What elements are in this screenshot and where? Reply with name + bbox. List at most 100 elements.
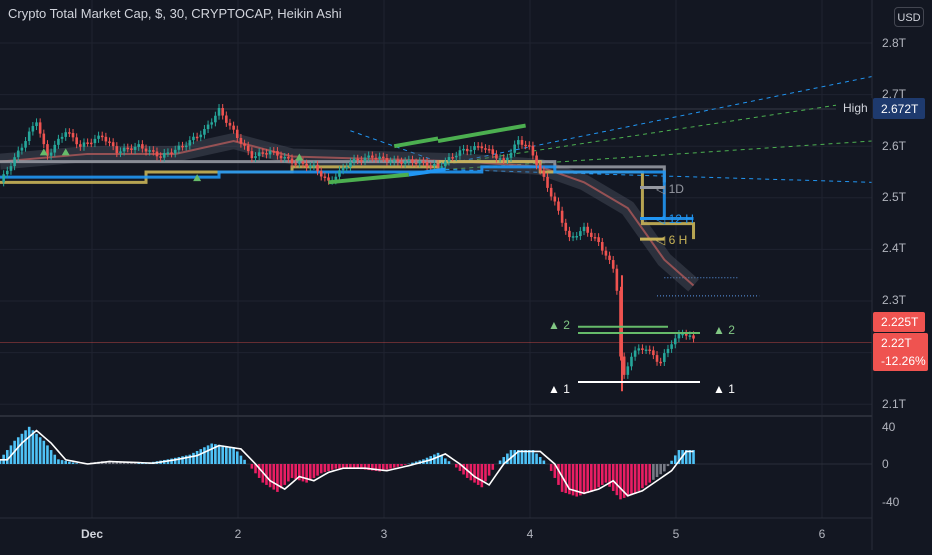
oscillator-bar [72, 462, 75, 464]
osc-tick: -40 [882, 495, 900, 509]
oscillator-bar [543, 461, 546, 464]
oscillator-bar [269, 464, 272, 487]
candle-body [488, 149, 491, 151]
candle-body [229, 123, 232, 126]
price-tick: 2.6T [882, 139, 907, 153]
candle-body [294, 163, 297, 165]
last-change: -12.26% [881, 354, 926, 368]
candle-body [645, 350, 648, 352]
candle-body [528, 145, 531, 147]
oscillator-bar [674, 455, 677, 464]
candle-body [608, 256, 611, 260]
oscillator-bar [444, 458, 447, 464]
candle-body [269, 151, 272, 154]
candle-body [579, 231, 582, 236]
oscillator-axis[interactable]: 40 0 -40 [882, 420, 900, 509]
oscillator-bar [404, 464, 407, 465]
oscillator-bar [583, 464, 586, 494]
candle-body [112, 142, 115, 146]
candle-body [324, 177, 327, 179]
price-tick: 2.8T [882, 36, 907, 50]
candle-body [218, 108, 221, 116]
oscillator-bar [634, 464, 637, 494]
candle-body [163, 153, 166, 158]
oscillator-bar [324, 464, 327, 472]
oscillator-bar [670, 461, 673, 464]
candle-body [68, 132, 71, 134]
candle-body [199, 135, 202, 137]
candle-body [39, 122, 42, 133]
candle-body [57, 139, 60, 145]
candle-body [86, 142, 89, 144]
trend-stroke [394, 138, 438, 146]
candle-body [597, 237, 600, 242]
candle-body [251, 151, 254, 158]
oscillator-bar [440, 456, 443, 464]
trend-stroke [409, 169, 446, 174]
oscillator-bar [539, 457, 542, 464]
candle-body [437, 164, 440, 166]
currency-button[interactable]: USD [894, 7, 924, 27]
candle-body [174, 150, 177, 154]
oscillator-bar [291, 464, 294, 478]
candle-body [123, 148, 126, 152]
candle-body [678, 334, 681, 338]
candle-body [236, 130, 239, 138]
oscillator-bar [641, 464, 644, 488]
candle-body [444, 162, 447, 167]
candle-body [568, 231, 571, 237]
oscillator-bar [309, 464, 312, 480]
mark-price: 2.225T [881, 315, 919, 329]
candle-body [532, 146, 535, 156]
candle-body [64, 132, 67, 137]
candle-body [612, 260, 615, 269]
candle-body [90, 143, 93, 145]
candle-body [349, 162, 352, 167]
oscillator-bar [473, 464, 476, 483]
candle-body [83, 142, 86, 146]
candle-body [433, 164, 436, 166]
oscillator-bar [280, 464, 283, 488]
candle-body [411, 160, 414, 163]
oscillator-bar [601, 464, 604, 485]
candle-body [652, 350, 655, 355]
price-axis[interactable]: 2.8T 2.7T 2.6T 2.5T 2.4T 2.3T 2.1T High … [836, 36, 928, 411]
candle-body [382, 157, 385, 159]
oscillator-bar [199, 449, 202, 464]
candle-body [232, 126, 235, 130]
candle-body [418, 161, 421, 163]
oscillator-bar [64, 461, 67, 464]
candle-body [214, 116, 217, 123]
candle-body [28, 132, 31, 141]
candle-body [378, 157, 381, 159]
candle-body [674, 338, 677, 344]
candle-body [462, 149, 465, 151]
candle-body [105, 137, 108, 142]
candle-body [440, 166, 443, 168]
candle-body [10, 166, 13, 171]
oscillator-bar [659, 464, 662, 474]
candle-body [375, 158, 378, 160]
candle-body [605, 251, 608, 256]
candle-body [685, 334, 688, 336]
candle-body [656, 355, 659, 362]
oscillator-bar [327, 464, 330, 471]
oscillator-bar [386, 464, 389, 470]
candle-body [513, 145, 516, 153]
candle-body [276, 151, 279, 156]
candle-body [623, 357, 626, 375]
candle-body [192, 137, 195, 140]
level-label-1d: ◁ 1D [656, 182, 684, 196]
time-axis[interactable]: Dec 2 3 4 5 6 [81, 527, 826, 541]
oscillator-bar [17, 437, 20, 464]
candle-body [484, 148, 487, 150]
candle-body [287, 157, 290, 159]
candle-body [550, 188, 553, 197]
oscillator-bar [181, 456, 184, 464]
oscillator-bar [240, 456, 243, 464]
oscillator-bar [196, 451, 199, 464]
oscillator-bar [437, 453, 440, 464]
oscillator-bar [46, 445, 49, 464]
